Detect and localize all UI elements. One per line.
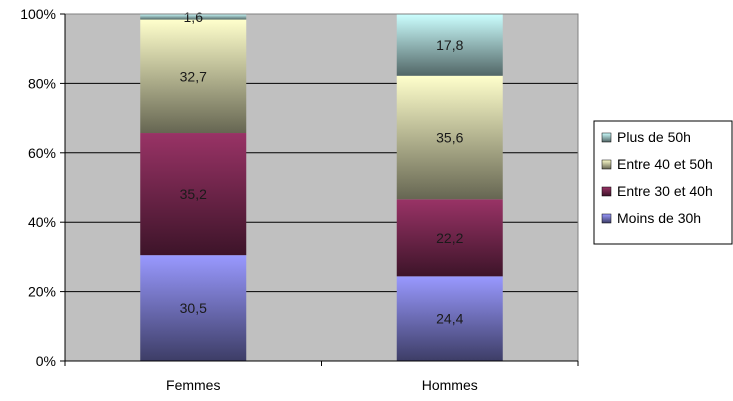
bar-segment [396, 199, 503, 277]
y-tick-label: 80% [28, 75, 56, 91]
bars: 30,5 35,2 32,7 1,6 24,4 22,2 35,6 17,8 [140, 9, 503, 361]
bar-segment [140, 255, 247, 361]
y-tick-label: 40% [28, 214, 56, 230]
legend-swatch [601, 132, 612, 143]
legend-label: Moins de 30h [617, 210, 701, 226]
y-tick-label: 0% [36, 353, 56, 369]
bar-segment [140, 14, 247, 20]
data-label: 17,8 [436, 37, 463, 53]
legend-label: Entre 30 et 40h [617, 183, 713, 199]
legend-swatch [601, 186, 612, 197]
x-category-label: Femmes [166, 377, 220, 393]
data-label: 24,4 [436, 311, 463, 327]
x-category-label: Hommes [422, 377, 478, 393]
y-tick-label: 20% [28, 284, 56, 300]
data-label: 35,2 [180, 186, 207, 202]
legend-label: Plus de 50h [617, 129, 691, 145]
data-label: 32,7 [180, 68, 207, 84]
bar-segment [140, 133, 247, 256]
legend-swatch [601, 213, 612, 224]
legend-label: Entre 40 et 50h [617, 156, 713, 172]
bar-segment [140, 19, 247, 134]
y-axis-ticks: 0% 20% 40% 60% 80% 100% [20, 6, 65, 369]
data-label: 22,2 [436, 230, 463, 246]
bar-segment [396, 75, 503, 200]
data-label: 1,6 [184, 9, 204, 25]
legend: Plus de 50h Entre 40 et 50h Entre 30 et 40… [593, 120, 733, 245]
data-label: 30,5 [180, 300, 207, 316]
bar-segment [396, 276, 503, 361]
data-label: 35,6 [436, 130, 463, 146]
y-tick-label: 60% [28, 145, 56, 161]
bar-segment [396, 14, 503, 76]
legend-box [593, 120, 733, 245]
x-axis-categories: Femmes Hommes [64, 361, 579, 393]
legend-swatch [601, 159, 612, 170]
y-tick-label: 100% [20, 6, 56, 22]
